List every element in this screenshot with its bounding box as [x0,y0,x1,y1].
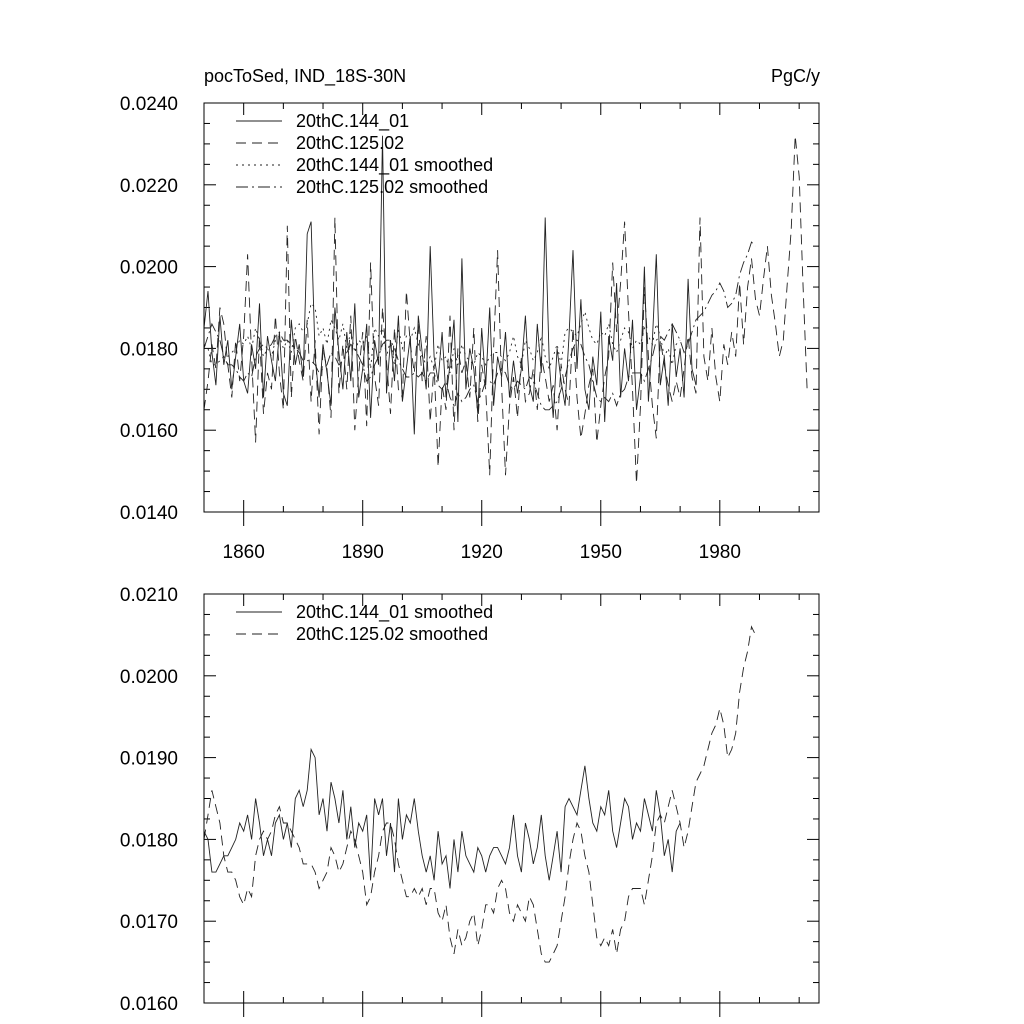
legend-label: 20thC.125.02 [296,133,404,153]
legend-label: 20thC.144_01 smoothed [296,602,493,623]
legend-label: 20thC.125.02 smoothed [296,624,488,644]
x-tick-label: 1920 [461,542,503,563]
series-line-2 [203,135,808,484]
legend-label: 20thC.144_01 smoothed [296,155,493,176]
y-tick-label: 0.0200 [120,667,178,688]
chart-title: pocToSed, IND_18S-30N [204,66,406,87]
series-line-4 [203,241,756,411]
bottom-y-tick-labels: 0.0160 0.0170 0.0180 0.0190 0.0200 0.0210 [120,585,178,1015]
y-tick-label: 0.0220 [120,176,178,197]
legend-label: 20thC.125.02 smoothed [296,177,488,197]
x-tick-label: 1860 [223,542,265,563]
y-tick-label: 0.0160 [120,421,178,442]
x-tick-label: 1980 [699,542,741,563]
bottom-series-group [203,625,756,963]
series-line-1 [203,747,681,889]
top-plot-frame [203,102,820,513]
legend-label: 20thC.144_01 [296,111,409,132]
y-tick-label: 0.0200 [120,258,178,279]
y-tick-label: 0.0180 [120,339,178,360]
top-y-tick-labels: 0.0140 0.0160 0.0180 0.0200 0.0220 0.0240 [120,94,178,524]
y-tick-label: 0.0240 [120,94,178,115]
y-tick-label: 0.0180 [120,830,178,851]
series-line-2 [203,625,756,963]
bottom-panel: 0.0160 0.0170 0.0180 0.0190 0.0200 0.0210 20t… [120,585,820,1017]
y-tick-label: 0.0210 [120,585,178,606]
bottom-plot-frame [203,593,820,1004]
y-tick-label: 0.0170 [120,912,178,933]
y-tick-label: 0.0190 [120,749,178,770]
x-tick-label: 1890 [342,542,384,563]
bottom-axis-ticks [203,593,819,1017]
y-tick-label: 0.0140 [120,503,178,524]
x-tick-label: 1950 [580,542,622,563]
top-x-tick-labels: 1860 1890 1920 1950 1980 [223,542,741,563]
top-panel: pocToSed, IND_18S-30N PgC/y 0.0140 0.0160… [120,66,820,563]
units-label: PgC/y [771,66,820,86]
series-line-1 [203,135,697,435]
y-tick-label: 0.0160 [120,994,178,1015]
top-series-group [203,135,808,484]
